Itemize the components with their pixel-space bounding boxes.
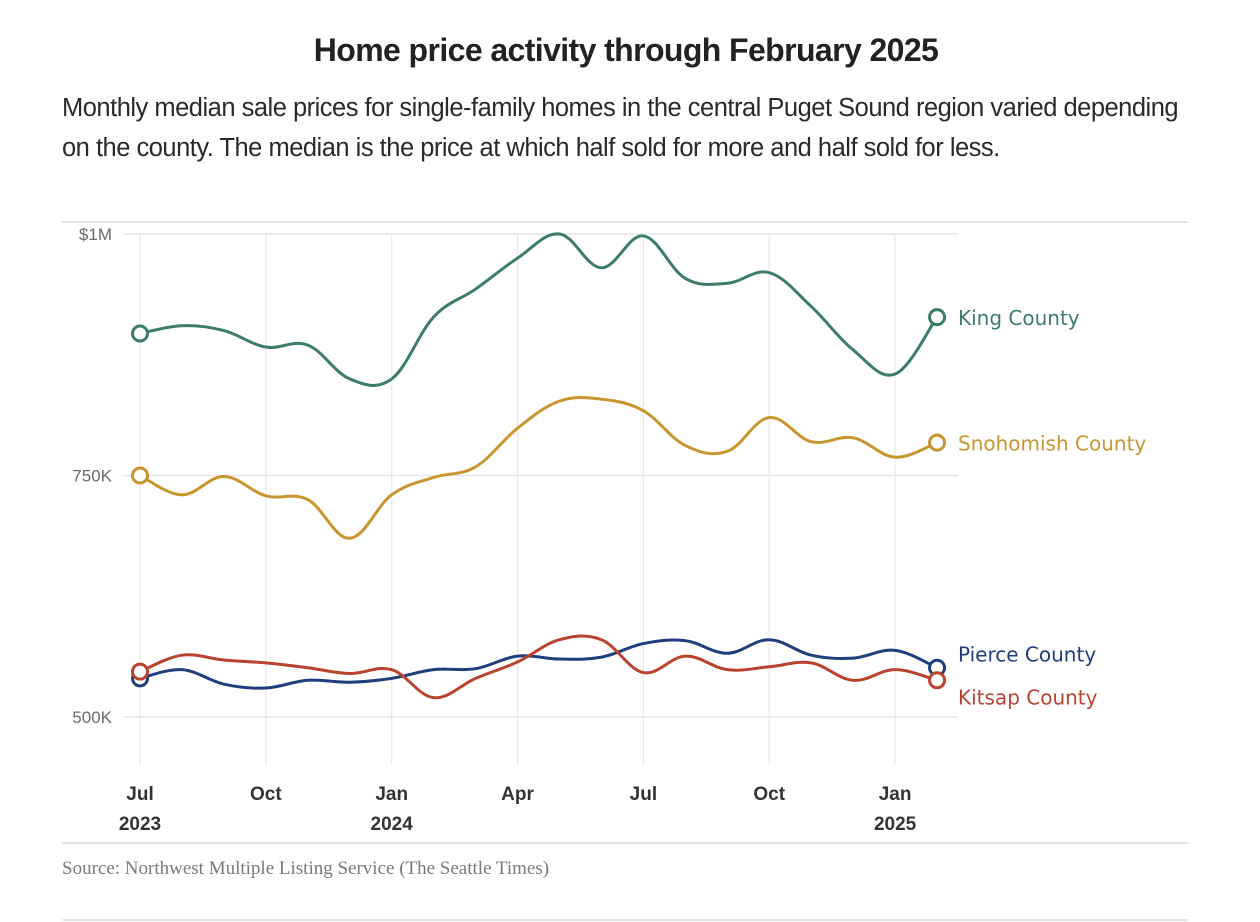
source-divider [62,842,1188,844]
kitsap-county-line [138,634,939,700]
king-county-end-point [928,308,947,327]
pierce-county-line [138,638,939,690]
y-tick-label: 750K [72,467,112,486]
x-tick-label: Jan [879,784,912,805]
x-tick-label: Apr [501,784,534,805]
king-county-start-point [131,324,149,343]
chart-title: Home price activity through February 202… [313,32,939,68]
x-axis: Jul 2023 Oct Jan 2024 Apr Jul Oct Jan 2025 [119,784,917,835]
kitsap-county-end-point [928,671,947,690]
kitsap-county-start-point [131,662,149,681]
x-tick-year: 2025 [874,814,917,835]
x-tick-label: Oct [250,784,282,805]
gridlines [123,233,958,765]
x-tick-label: Jul [126,784,153,805]
x-tick-label: Jan [375,784,408,805]
x-tick-year: 2024 [371,814,414,835]
kitsap-county-label: Kitsap County [958,685,1098,709]
snohomish-county-label: Snohomish County [958,432,1146,456]
king-county-label: King County [958,306,1080,330]
series-lines [131,232,947,700]
x-tick-year: 2023 [119,814,161,835]
snohomish-county-start-point [131,466,149,485]
snohomish-county-line [138,396,939,540]
chart-subtitle: Monthly median sale prices for single-fa… [62,94,1179,162]
bottom-divider [62,919,1188,921]
king-county-line [138,232,939,387]
y-axis: $1M 750K 500K [72,225,112,727]
source-note: Source: Northwest Multiple Listing Servi… [62,858,550,879]
top-divider [62,221,1188,223]
pierce-county-label: Pierce County [958,643,1096,667]
series-labels: King County Snohomish County Pierce County… [958,306,1146,709]
y-tick-label: 500K [72,708,112,727]
y-tick-label: $1M [79,225,112,244]
snohomish-county-end-point [928,433,947,452]
x-tick-label: Jul [630,784,657,805]
x-tick-label: Oct [753,784,785,805]
